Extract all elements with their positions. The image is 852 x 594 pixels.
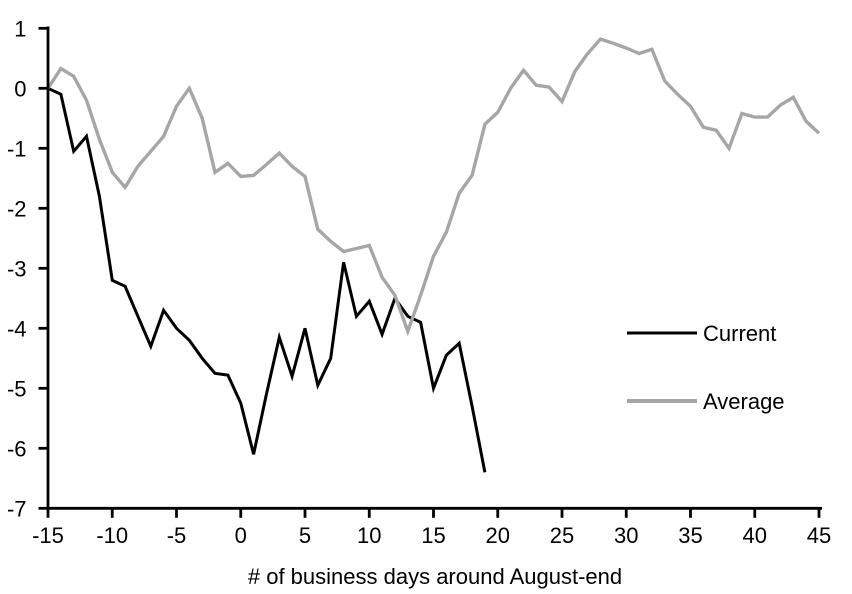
x-tick-label: 20 [486, 523, 510, 548]
y-tick-label: 1 [14, 16, 26, 41]
x-tick-label: 10 [357, 523, 381, 548]
x-tick-label: 45 [807, 523, 831, 548]
series-layer [46, 37, 821, 473]
current-line [47, 86, 487, 473]
y-tick-label: -1 [7, 136, 27, 161]
x-tick-label: 25 [550, 523, 574, 548]
legend-label-current: Current [703, 321, 776, 346]
x-axis-title: # of business days around August-end [248, 564, 622, 589]
x-tick-label: -15 [32, 523, 64, 548]
x-tick-label: 15 [421, 523, 445, 548]
x-tick-label: 35 [678, 523, 702, 548]
y-tick-label: 0 [14, 76, 26, 101]
legend-label-average: Average [703, 389, 785, 414]
x-tick-label: 0 [235, 523, 247, 548]
x-tick-label: -10 [96, 523, 128, 548]
y-tick-label: -2 [7, 196, 27, 221]
y-tick-label: -4 [7, 316, 27, 341]
average-line [46, 37, 821, 337]
legend: Current Average [627, 321, 785, 414]
y-tick-label: -7 [7, 496, 27, 521]
x-tick-label: -5 [167, 523, 187, 548]
y-tick-label: -5 [7, 376, 27, 401]
y-tick-label: -3 [7, 256, 27, 281]
x-tick-label: 40 [743, 523, 767, 548]
x-tick-label: 30 [614, 523, 638, 548]
x-tick-label: 5 [299, 523, 311, 548]
y-tick-label: -6 [7, 436, 27, 461]
axis-layer: 10-1-2-3-4-5-6-7-15 -10 -5 0 5 10 15 20 25 30 35 40… [7, 16, 831, 548]
